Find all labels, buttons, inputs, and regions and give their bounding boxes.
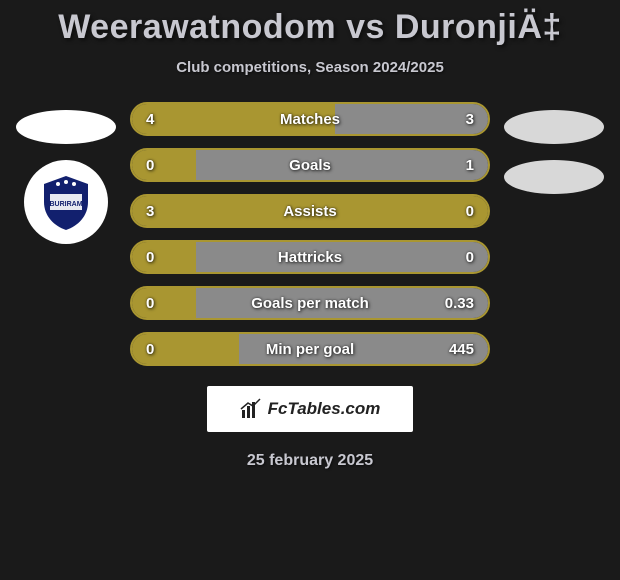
comparison-widget: Weerawatnodom vs DuronjiÄ‡ Club competit…	[0, 0, 620, 470]
stat-label: Goals per match	[132, 295, 488, 312]
main-row: BURIRAM Matches43Goals01Assists30Hattric…	[0, 102, 620, 366]
right-player-column	[504, 102, 604, 194]
stat-value-right: 3	[466, 111, 474, 128]
stat-value-right: 0	[466, 249, 474, 266]
page-title: Weerawatnodom vs DuronjiÄ‡	[58, 8, 562, 47]
brand-link[interactable]: FcTables.com	[207, 386, 413, 432]
stat-label: Hattricks	[132, 249, 488, 266]
page-subtitle: Club competitions, Season 2024/2025	[176, 59, 444, 76]
stat-label: Matches	[132, 111, 488, 128]
flag-placeholder-left	[16, 110, 116, 144]
shield-icon: BURIRAM	[36, 172, 96, 232]
stat-value-right: 0	[466, 203, 474, 220]
stat-row: Matches4 3	[130, 102, 490, 136]
stat-value-right: 1	[466, 157, 474, 174]
stat-row: Goals0 1	[130, 148, 490, 182]
stat-value-left: 0	[146, 295, 154, 312]
flag-placeholder-right	[504, 110, 604, 144]
stat-value-left: 4	[146, 111, 154, 128]
club-placeholder-right	[504, 160, 604, 194]
club-crest-left: BURIRAM	[24, 160, 108, 244]
stat-row: Hattricks0 0	[130, 240, 490, 274]
stat-row: Goals per match0 0.33	[130, 286, 490, 320]
left-player-column: BURIRAM	[16, 102, 116, 244]
stat-value-left: 0	[146, 249, 154, 266]
stat-row: Min per goal0 445	[130, 332, 490, 366]
date-label: 25 february 2025	[247, 452, 373, 470]
brand-text: FcTables.com	[268, 399, 381, 419]
stat-value-left: 3	[146, 203, 154, 220]
stat-value-left: 0	[146, 341, 154, 358]
chart-icon	[240, 398, 262, 420]
stat-row: Assists3 0	[130, 194, 490, 228]
stat-label: Goals	[132, 157, 488, 174]
stat-label: Min per goal	[132, 341, 488, 358]
svg-text:BURIRAM: BURIRAM	[49, 201, 82, 208]
stat-value-right: 445	[449, 341, 474, 358]
stat-label: Assists	[132, 203, 488, 220]
stats-panel: Matches43Goals01Assists30Hattricks00Goal…	[130, 102, 490, 366]
stat-value-left: 0	[146, 157, 154, 174]
stat-value-right: 0.33	[445, 295, 474, 312]
